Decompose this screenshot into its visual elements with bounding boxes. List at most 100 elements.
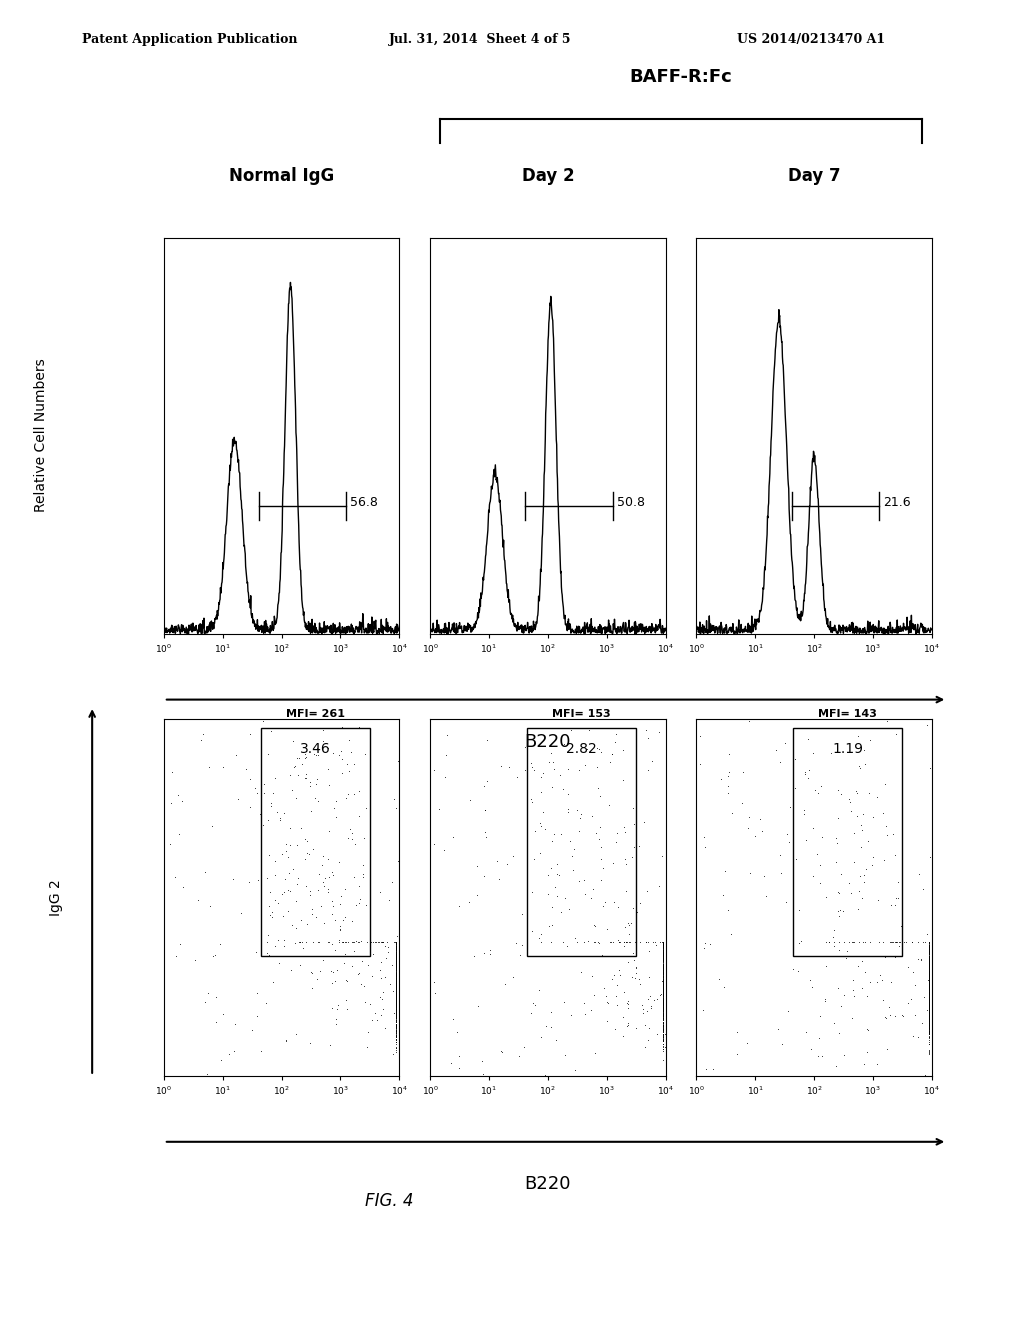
- Point: [388, 978, 404, 999]
- Point: [388, 939, 404, 960]
- Point: [921, 969, 937, 990]
- Point: [921, 964, 937, 985]
- Point: [285, 858, 301, 879]
- Point: [654, 965, 671, 986]
- Point: [388, 1011, 404, 1032]
- Point: [628, 957, 644, 978]
- Point: [654, 991, 671, 1012]
- Point: [388, 944, 404, 965]
- Point: [654, 962, 671, 983]
- Point: [921, 932, 937, 953]
- Point: [752, 808, 768, 829]
- Point: [388, 932, 404, 953]
- Point: [499, 854, 515, 875]
- Point: [654, 932, 671, 953]
- Point: [388, 1003, 404, 1024]
- Point: [443, 1053, 460, 1074]
- Point: [388, 1022, 404, 1043]
- Point: [921, 1020, 937, 1041]
- Point: [921, 945, 937, 966]
- Point: [735, 762, 752, 783]
- Point: [388, 999, 404, 1020]
- Point: [388, 945, 404, 966]
- Point: [308, 907, 325, 928]
- Point: [921, 932, 937, 953]
- Point: [921, 954, 937, 975]
- Point: [654, 932, 671, 953]
- Point: [921, 932, 937, 953]
- Point: [654, 1020, 671, 1041]
- Point: [388, 1020, 404, 1041]
- Point: [921, 1006, 937, 1027]
- Point: [921, 968, 937, 989]
- Point: [654, 982, 671, 1003]
- Point: [921, 932, 937, 953]
- Point: [891, 936, 907, 957]
- Point: [302, 776, 318, 797]
- Point: [508, 933, 524, 954]
- Point: [654, 942, 671, 964]
- Point: [526, 849, 543, 870]
- Point: [921, 948, 937, 969]
- Point: [798, 763, 814, 784]
- Point: [279, 1030, 295, 1051]
- Point: [388, 978, 404, 999]
- Point: [388, 952, 404, 973]
- Point: [921, 1011, 937, 1032]
- Point: [388, 1005, 404, 1026]
- Point: [388, 1008, 404, 1030]
- Point: [654, 932, 671, 953]
- Point: [388, 932, 404, 953]
- Point: [921, 950, 937, 972]
- Point: [388, 941, 404, 962]
- Point: [385, 981, 401, 1002]
- Point: [921, 999, 937, 1020]
- Point: [921, 932, 937, 953]
- Point: [388, 932, 404, 953]
- Point: [388, 972, 404, 993]
- Point: [637, 1015, 653, 1036]
- Point: [654, 932, 671, 953]
- Point: [921, 978, 937, 999]
- Point: [388, 932, 404, 953]
- Point: [654, 1015, 671, 1036]
- Point: [514, 935, 530, 956]
- Point: [388, 997, 404, 1018]
- Point: [921, 990, 937, 1011]
- Point: [388, 981, 404, 1002]
- Point: [921, 1010, 937, 1031]
- Point: [921, 932, 937, 953]
- Point: [921, 994, 937, 1015]
- Point: [343, 932, 359, 953]
- Point: [654, 997, 671, 1018]
- Point: [654, 968, 671, 989]
- Point: [350, 932, 367, 953]
- Point: [921, 1011, 937, 1032]
- Point: [639, 1001, 655, 1022]
- Point: [809, 843, 825, 865]
- Point: [654, 1031, 671, 1052]
- Point: [308, 744, 325, 766]
- Point: [921, 932, 937, 953]
- Point: [654, 932, 671, 953]
- Point: [654, 994, 671, 1015]
- Point: [654, 932, 671, 953]
- Point: [921, 932, 937, 953]
- Point: [654, 975, 671, 997]
- Point: [921, 932, 937, 953]
- Point: [333, 886, 349, 907]
- Point: [921, 982, 937, 1003]
- Point: [841, 788, 857, 809]
- Point: [921, 999, 937, 1020]
- Point: [388, 954, 404, 975]
- Point: [304, 903, 321, 924]
- Point: [654, 1006, 671, 1027]
- Point: [388, 989, 404, 1010]
- Point: [921, 1010, 937, 1031]
- Point: [644, 750, 660, 771]
- Point: [388, 1020, 404, 1041]
- Point: [851, 932, 867, 953]
- Point: [654, 1015, 671, 1036]
- Point: [332, 915, 348, 936]
- Point: [859, 986, 876, 1007]
